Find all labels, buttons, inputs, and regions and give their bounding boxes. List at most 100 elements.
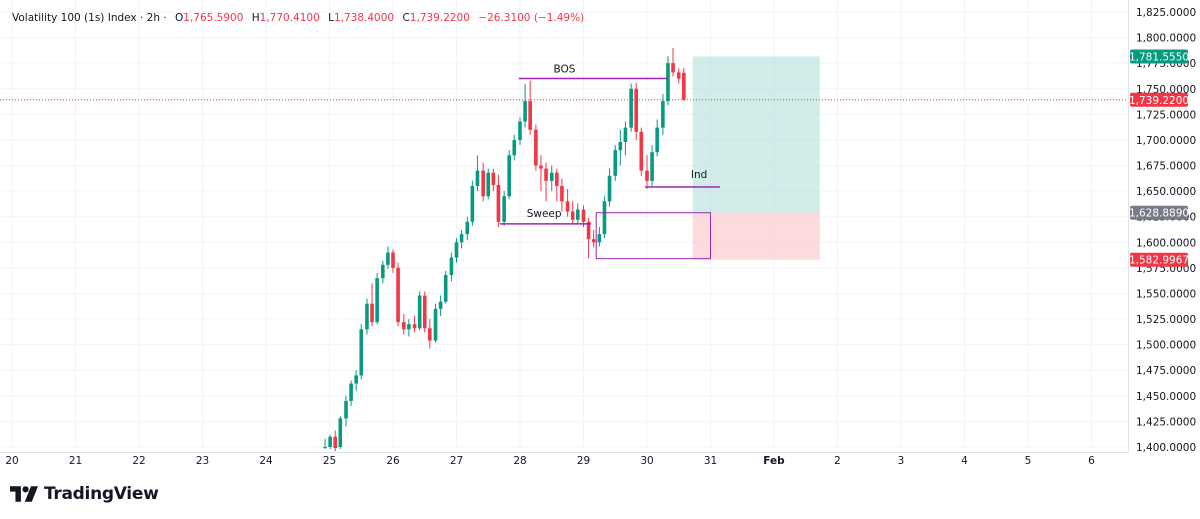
candle-body [682, 72, 686, 100]
sweep-label: Sweep [527, 208, 562, 220]
time-tick-label: 24 [259, 455, 273, 467]
candle-body [428, 328, 432, 341]
candle-body [597, 234, 602, 243]
candle-body [470, 186, 475, 222]
candle-body [575, 209, 580, 220]
price-label-text: 1,781.5550 [1129, 51, 1189, 63]
candle-body [534, 129, 538, 166]
candle-body [344, 400, 348, 419]
time-tick-label: 4 [961, 455, 968, 467]
time-tick-label: 2 [834, 455, 841, 467]
candle-body [338, 418, 343, 447]
candle-body [365, 303, 369, 330]
close-label: C [402, 12, 410, 24]
time-tick-label: 20 [5, 455, 18, 467]
low-label: L [328, 12, 334, 24]
price-tick-label: 1,650.0000 [1136, 186, 1196, 198]
candle-body [544, 168, 548, 181]
time-tick-label: 26 [386, 455, 400, 467]
change-value: −26.3100 (−1.49%) [478, 12, 585, 24]
low-value: 1,738.4000 [333, 12, 395, 24]
time-tick-label: 3 [898, 455, 905, 467]
candle-body [549, 172, 554, 181]
price-tick-label: 1,500.0000 [1136, 340, 1196, 352]
price-tick-label: 1,600.0000 [1136, 237, 1196, 249]
candle-body [386, 252, 390, 265]
bos-label: BOS [553, 64, 575, 76]
candle-body [639, 131, 644, 171]
candle-body [481, 170, 485, 197]
price-tick-label: 1,550.0000 [1136, 288, 1196, 300]
time-tick-label: 30 [640, 455, 653, 467]
price-tick-label: 1,425.0000 [1136, 416, 1196, 428]
candle-body [354, 375, 358, 384]
candle-body [407, 324, 411, 330]
high-value: 1,770.4100 [259, 12, 320, 24]
candle-body [661, 101, 665, 128]
close-value: 1,739.2200 [409, 12, 470, 24]
candle-body [591, 239, 596, 243]
candle-body [438, 301, 443, 309]
candle-body [412, 324, 417, 329]
candle-body [475, 170, 480, 186]
time-tick-label: Feb [763, 455, 785, 467]
candle-body [565, 201, 570, 212]
tradingview-logo[interactable]: TradingView [10, 484, 159, 504]
candle-body [634, 88, 639, 132]
stop-zone[interactable] [692, 212, 820, 260]
price-tick-label: 1,725.0000 [1136, 109, 1196, 121]
candle-body [507, 155, 512, 197]
candle-body [613, 150, 618, 176]
candle-body [454, 242, 459, 258]
candle-body [417, 295, 422, 329]
candle-body [623, 127, 628, 142]
candle-body [539, 165, 543, 169]
candle-body [655, 127, 659, 153]
order-block-box[interactable] [595, 212, 712, 260]
price-label-tag [1130, 205, 1188, 220]
candle-body [555, 172, 559, 186]
price-tick-label: 1,750.0000 [1136, 84, 1196, 96]
candle-body [381, 264, 385, 279]
price-label-text: 1,582.9967 [1129, 255, 1189, 267]
time-tick-label: 27 [450, 455, 463, 467]
candle-body [523, 101, 527, 122]
candle-body [486, 172, 491, 197]
tradingview-wordmark: TradingView [44, 484, 159, 504]
symbol-name[interactable]: Volatility 100 (1s) Index · 2h · [12, 12, 167, 24]
price-label-tag [1130, 252, 1188, 267]
candle-body [396, 267, 400, 323]
candle-body [375, 278, 379, 323]
candle-body [443, 275, 448, 302]
high-label: H [251, 12, 260, 24]
candle-body [370, 303, 374, 323]
candle-body [645, 170, 649, 181]
price-tick-label: 1,800.0000 [1136, 33, 1196, 45]
target-zone[interactable] [692, 56, 820, 213]
ind-label: Ind [691, 169, 707, 181]
candle-body [560, 186, 564, 202]
candle-body [666, 63, 670, 102]
symbol-header: Volatility 100 (1s) Index · 2h · O1,765.… [12, 12, 584, 24]
tradingview-logo-icon [10, 486, 38, 502]
price-tick-label: 1,825.0000 [1136, 7, 1196, 19]
time-tick-label: 25 [323, 455, 336, 467]
price-tick-label: 1,675.0000 [1136, 161, 1196, 173]
candle-body [676, 72, 681, 79]
time-tick-label: 28 [513, 455, 526, 467]
candle-body [528, 101, 532, 130]
time-axis: 20 21 22 23 24 25 26 27 28 29 30 31 Feb 2 3 4 5 6 [0, 452, 1128, 467]
candle-body [459, 234, 464, 243]
candle-body [401, 322, 406, 330]
price-label-text: 1,739.2200 [1129, 95, 1189, 107]
candle-body [586, 221, 591, 240]
open-value: 1,765.5900 [183, 12, 244, 24]
price-label-tag [1130, 49, 1188, 64]
price-tick-label: 1,475.0000 [1136, 365, 1196, 377]
drawings: BOS Ind Sweep [499, 64, 721, 260]
candles [323, 47, 686, 452]
candle-body [349, 383, 353, 401]
candle-body [359, 329, 364, 376]
time-tick-label: 23 [196, 455, 209, 467]
